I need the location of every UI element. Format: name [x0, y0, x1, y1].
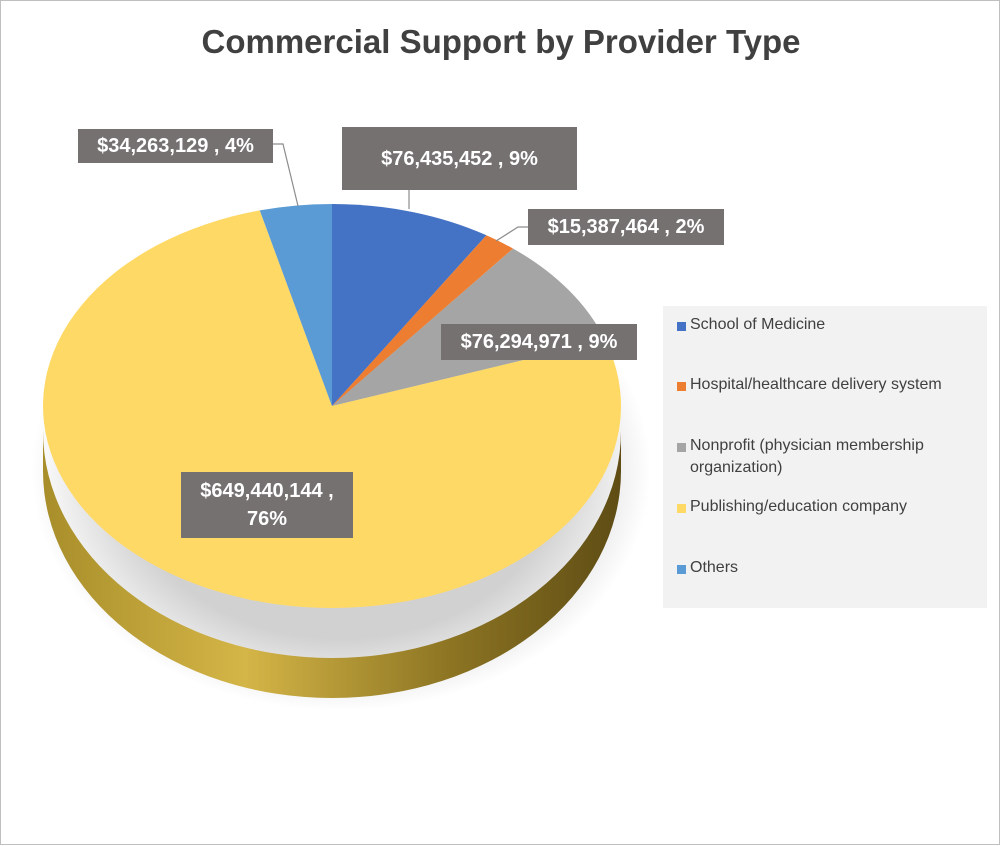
data-label-school-of-medicine: $76,435,452 , 9%	[342, 127, 577, 190]
legend-label: Publishing/education company	[690, 498, 908, 515]
pie-slice-school-of-medicine	[332, 204, 487, 406]
legend-swatch	[677, 565, 686, 574]
legend-swatch	[677, 322, 686, 331]
leader-line-hospital	[495, 226, 528, 242]
data-label-others: $34,263,129 , 4%	[78, 129, 273, 163]
legend-swatch	[677, 382, 686, 391]
legend-label: Hospital/healthcare delivery system	[690, 376, 942, 393]
leader-line-others	[273, 143, 299, 207]
legend-item-others: Others	[677, 557, 982, 579]
legend-label: Nonprofit (physician membership organiza…	[690, 437, 924, 476]
legend-swatch	[677, 504, 686, 513]
legend-label: Others	[690, 559, 739, 576]
leader-lines	[273, 143, 528, 242]
legend-item-school-of-medicine: School of Medicine	[677, 314, 982, 336]
legend-item-publishing: Publishing/education company	[677, 496, 982, 518]
legend-item-nonprofit: Nonprofit (physician membership organiza…	[677, 435, 982, 479]
legend-item-hospital: Hospital/healthcare delivery system	[677, 374, 982, 396]
chart-title: Commercial Support by Provider Type	[201, 23, 801, 60]
legend-swatch	[677, 443, 686, 452]
pie-rim	[43, 431, 621, 698]
data-label-hospital: $15,387,464 , 2%	[528, 209, 724, 245]
data-label-publishing: $649,440,144 , 76%	[181, 472, 353, 538]
data-label-nonprofit: $76,294,971 , 9%	[441, 324, 637, 360]
pie-slice-others	[259, 204, 332, 406]
chart-legend: School of Medicine Hospital/healthcare d…	[663, 306, 987, 608]
legend-label: School of Medicine	[690, 316, 826, 333]
pie-slice-hospital	[332, 235, 514, 406]
pie-slices	[43, 204, 622, 609]
